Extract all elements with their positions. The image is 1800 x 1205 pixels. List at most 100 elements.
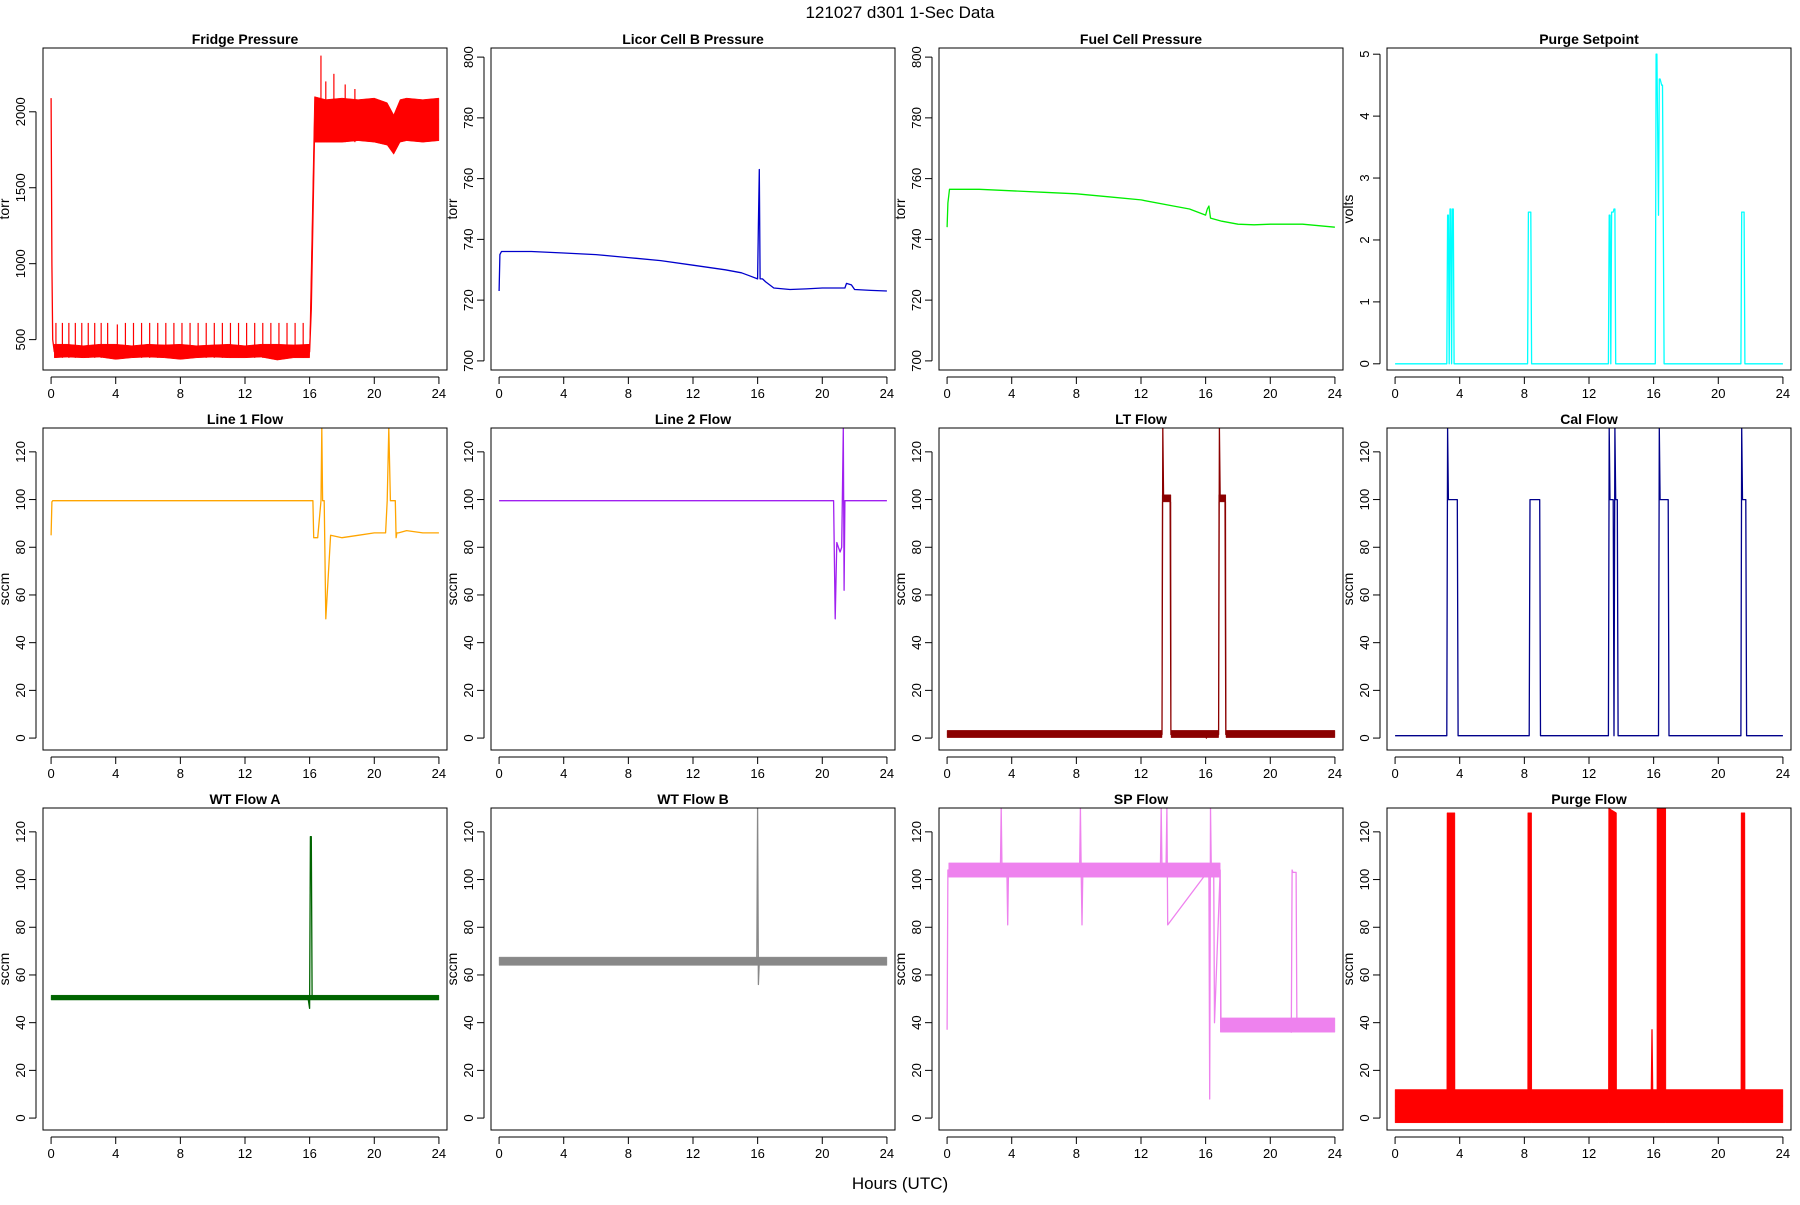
y-tick-label: 120 <box>909 441 924 463</box>
x-tick-label: 24 <box>1328 386 1342 401</box>
x-tick-label: 8 <box>177 386 184 401</box>
plot-frame <box>490 47 896 371</box>
y-axis-label: sccm <box>1340 953 1356 986</box>
plot-frame <box>1386 807 1792 1131</box>
panel-4: Line 1 Flow sccm 0 4 8 12 16 20 24 0 20 40 60 80 100 12… <box>0 411 448 781</box>
x-tick-label: 16 <box>302 1146 316 1161</box>
panel-title: Fridge Pressure <box>192 31 299 47</box>
x-tick-label: 12 <box>686 1146 700 1161</box>
y-tick-label: 80 <box>1357 920 1372 934</box>
y-tick-label: 720 <box>909 289 924 311</box>
panel-title: Purge Setpoint <box>1539 31 1639 47</box>
y-tick-label: 60 <box>909 588 924 602</box>
x-tick-label: 12 <box>686 386 700 401</box>
y-tick-label: 80 <box>13 540 28 554</box>
plot-frame <box>1386 427 1792 751</box>
y-tick-label: 40 <box>13 635 28 649</box>
y-tick-label: 80 <box>1357 540 1372 554</box>
x-tick-label: 12 <box>238 1146 252 1161</box>
plot-frame <box>490 807 896 1131</box>
panel-2: Fuel Cell Pressure torr 0 4 8 12 16 20 24 700 720 7… <box>892 31 1344 401</box>
y-tick-label: 5 <box>1357 51 1372 58</box>
y-tick-label: 20 <box>461 1063 476 1077</box>
y-tick-label: 80 <box>909 540 924 554</box>
y-tick-label: 20 <box>13 1063 28 1077</box>
panel-1: Licor Cell B Pressure torr 0 4 8 12 16 20 24 700 7… <box>444 31 896 401</box>
plot-area <box>946 428 1336 739</box>
y-tick-label: 120 <box>461 441 476 463</box>
x-tick-label: 24 <box>1328 1146 1342 1161</box>
x-tick-label: 8 <box>177 1146 184 1161</box>
x-tick-label: 4 <box>1008 1146 1015 1161</box>
y-tick-label: 700 <box>461 350 476 372</box>
y-tick-label: 60 <box>461 588 476 602</box>
y-tick-label: 20 <box>13 683 28 697</box>
y-tick-label: 4 <box>1357 112 1372 119</box>
panel-title: LT Flow <box>1115 411 1167 427</box>
x-tick-label: 0 <box>943 386 950 401</box>
x-tick-label: 4 <box>1008 766 1015 781</box>
x-tick-label: 12 <box>1582 766 1596 781</box>
x-tick-label: 20 <box>815 766 829 781</box>
x-tick-label: 0 <box>47 766 54 781</box>
plot-area <box>50 55 440 361</box>
plot-area <box>946 188 1335 228</box>
y-tick-label: 40 <box>1357 635 1372 649</box>
panel-title: Cal Flow <box>1560 411 1618 427</box>
x-tick-label: 24 <box>432 766 446 781</box>
x-tick-label: 16 <box>1646 766 1660 781</box>
panel-title: Fuel Cell Pressure <box>1080 31 1202 47</box>
panel-title: Licor Cell B Pressure <box>622 31 764 47</box>
panel-10: SP Flow sccm 0 4 8 12 16 20 24 0 20 40 60 80 100 120 <box>892 791 1344 1161</box>
y-tick-label: 40 <box>909 1015 924 1029</box>
x-tick-label: 8 <box>1073 766 1080 781</box>
x-tick-label: 4 <box>112 766 119 781</box>
panel-11: Purge Flow sccm 0 4 8 12 16 20 24 0 20 40 60 80 100 120 <box>1340 791 1792 1161</box>
y-tick-label: 0 <box>13 734 28 741</box>
x-tick-label: 24 <box>880 386 894 401</box>
x-tick-label: 8 <box>1073 386 1080 401</box>
x-tick-label: 20 <box>1263 386 1277 401</box>
series-line <box>50 428 439 620</box>
y-axis-label: torr <box>892 198 908 219</box>
y-tick-label: 740 <box>909 229 924 251</box>
x-tick-label: 12 <box>1134 766 1148 781</box>
y-tick-label: 100 <box>909 489 924 511</box>
plot-frame <box>938 47 1344 371</box>
y-tick-label: 60 <box>13 588 28 602</box>
x-tick-label: 12 <box>686 766 700 781</box>
series-line <box>499 808 887 986</box>
series-line <box>1395 53 1783 365</box>
y-tick-label: 0 <box>1357 734 1372 741</box>
y-tick-label: 780 <box>909 107 924 129</box>
x-tick-label: 12 <box>238 386 252 401</box>
series-line <box>498 168 887 292</box>
y-axis-label: torr <box>0 198 12 219</box>
y-tick-label: 0 <box>461 1114 476 1121</box>
x-tick-label: 16 <box>1198 1146 1212 1161</box>
y-tick-label: 0 <box>1357 360 1372 367</box>
y-tick-label: 40 <box>909 635 924 649</box>
plot-frame <box>490 427 896 751</box>
x-tick-label: 0 <box>495 386 502 401</box>
y-tick-label: 100 <box>1357 489 1372 511</box>
noise-band <box>1394 808 1784 1124</box>
y-tick-label: 760 <box>461 168 476 190</box>
x-tick-label: 4 <box>1456 766 1463 781</box>
y-tick-label: 1 <box>1357 298 1372 305</box>
y-tick-label: 120 <box>909 821 924 843</box>
y-tick-label: 720 <box>461 289 476 311</box>
x-tick-label: 12 <box>1582 1146 1596 1161</box>
plot-frame <box>42 807 448 1131</box>
y-tick-label: 120 <box>461 821 476 843</box>
x-tick-label: 12 <box>238 766 252 781</box>
x-tick-label: 24 <box>432 1146 446 1161</box>
noise-band <box>54 96 440 361</box>
x-tick-label: 4 <box>1456 1146 1463 1161</box>
panel-6: LT Flow sccm 0 4 8 12 16 20 24 0 20 40 60 80 100 120 <box>892 411 1344 781</box>
x-tick-label: 16 <box>750 766 764 781</box>
x-tick-label: 4 <box>112 1146 119 1161</box>
x-tick-label: 8 <box>625 766 632 781</box>
